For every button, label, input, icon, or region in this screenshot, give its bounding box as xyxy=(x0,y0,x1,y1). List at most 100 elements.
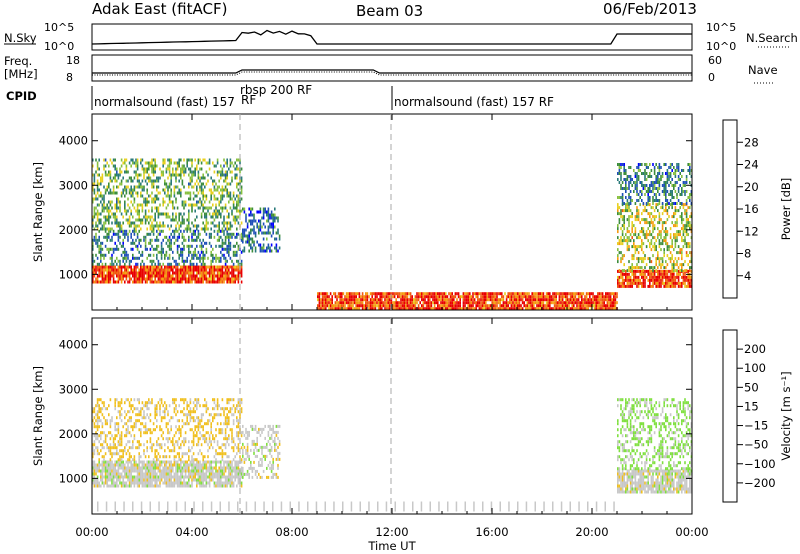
power-cell xyxy=(104,221,107,225)
power-cell xyxy=(236,206,238,210)
power-cell xyxy=(208,274,211,278)
power-cell xyxy=(210,221,212,225)
power-cell xyxy=(629,178,632,181)
power-cell xyxy=(636,245,638,249)
power-cell xyxy=(275,237,278,241)
power-cell xyxy=(673,248,675,252)
power-cell xyxy=(144,209,147,213)
power-cell xyxy=(184,274,187,278)
power-cell xyxy=(224,203,227,207)
velocity-cell xyxy=(221,469,224,473)
power-cell xyxy=(565,304,567,308)
power-cell xyxy=(475,301,477,305)
power-cell xyxy=(116,218,118,222)
velocity-cell xyxy=(180,463,182,467)
power-cell xyxy=(132,191,134,195)
power-cell xyxy=(637,236,640,240)
power-cell xyxy=(92,197,94,201)
power-cell xyxy=(515,307,517,311)
velocity-cell xyxy=(204,463,206,467)
velocity-cell xyxy=(196,472,198,476)
power-cell xyxy=(135,268,137,272)
power-cell xyxy=(172,167,174,171)
velocity-cell xyxy=(124,472,126,476)
velocity-cell xyxy=(92,460,94,464)
power-cell xyxy=(220,215,222,219)
power-cell xyxy=(138,218,140,222)
power-cell xyxy=(573,301,575,305)
power-cell xyxy=(417,307,420,311)
power-cell xyxy=(122,259,124,263)
velocity-cell xyxy=(148,475,150,479)
power-cell xyxy=(647,278,649,282)
power-cell xyxy=(355,292,357,296)
velocity-cell xyxy=(157,469,160,473)
velocity-cell xyxy=(117,463,120,467)
power-cell xyxy=(673,196,675,199)
velocity-cell xyxy=(120,466,123,470)
power-cell xyxy=(264,225,266,229)
power-cell xyxy=(625,209,627,213)
power-cell xyxy=(626,206,629,210)
power-cell xyxy=(270,243,273,247)
power-cell xyxy=(228,280,230,284)
power-cell xyxy=(162,271,164,275)
power-cell xyxy=(226,277,228,281)
power-cell xyxy=(133,280,136,284)
velocity-cell xyxy=(143,478,145,482)
power-cell xyxy=(213,235,216,239)
power-cell xyxy=(243,231,246,235)
power-cell xyxy=(223,241,225,245)
power-cell xyxy=(132,271,134,275)
power-cell xyxy=(674,284,677,288)
power-cell xyxy=(226,229,228,233)
power-cell xyxy=(617,257,619,261)
power-cell xyxy=(100,268,102,272)
power-cell xyxy=(250,237,252,241)
power-cell xyxy=(226,176,228,180)
power-cell xyxy=(165,241,168,245)
power-cell xyxy=(141,194,144,198)
power-cell xyxy=(687,224,689,228)
power-cell xyxy=(181,215,184,219)
power-cell xyxy=(164,235,166,239)
velocity-cell xyxy=(96,481,99,485)
power-cell xyxy=(690,257,693,261)
power-cell xyxy=(566,304,569,308)
power-cell xyxy=(339,298,341,302)
power-cell xyxy=(261,216,263,220)
power-cell xyxy=(136,161,139,165)
power-cell xyxy=(178,191,180,195)
power-cell xyxy=(344,295,346,299)
power-cell xyxy=(509,298,511,302)
power-cell xyxy=(103,277,105,281)
power-cell xyxy=(655,206,657,210)
power-cell xyxy=(550,298,553,302)
power-cell xyxy=(545,301,548,305)
velocity-cell xyxy=(213,481,216,485)
power-cell xyxy=(173,259,176,263)
power-cell xyxy=(116,256,118,260)
power-heatmap xyxy=(92,158,693,311)
power-cell xyxy=(682,224,685,228)
power-cell xyxy=(649,196,651,199)
power-cell xyxy=(243,234,246,238)
power-cell xyxy=(218,274,220,278)
power-cell xyxy=(149,238,152,242)
power-cell xyxy=(191,280,193,284)
power-cell xyxy=(96,262,99,266)
power-cell xyxy=(563,307,565,311)
velocity-cell xyxy=(176,478,179,482)
power-cell xyxy=(111,256,113,260)
power-cell xyxy=(173,235,176,239)
power-cell xyxy=(663,187,665,190)
velocity-cell xyxy=(176,481,179,485)
power-cell xyxy=(433,298,436,302)
velocity-cell xyxy=(92,466,94,470)
freq-unit: [MHz] xyxy=(4,67,38,81)
power-cell xyxy=(563,292,565,296)
power-cell xyxy=(504,304,506,308)
power-cell xyxy=(180,268,182,272)
power-cell xyxy=(140,161,142,165)
power-cell xyxy=(148,265,150,269)
